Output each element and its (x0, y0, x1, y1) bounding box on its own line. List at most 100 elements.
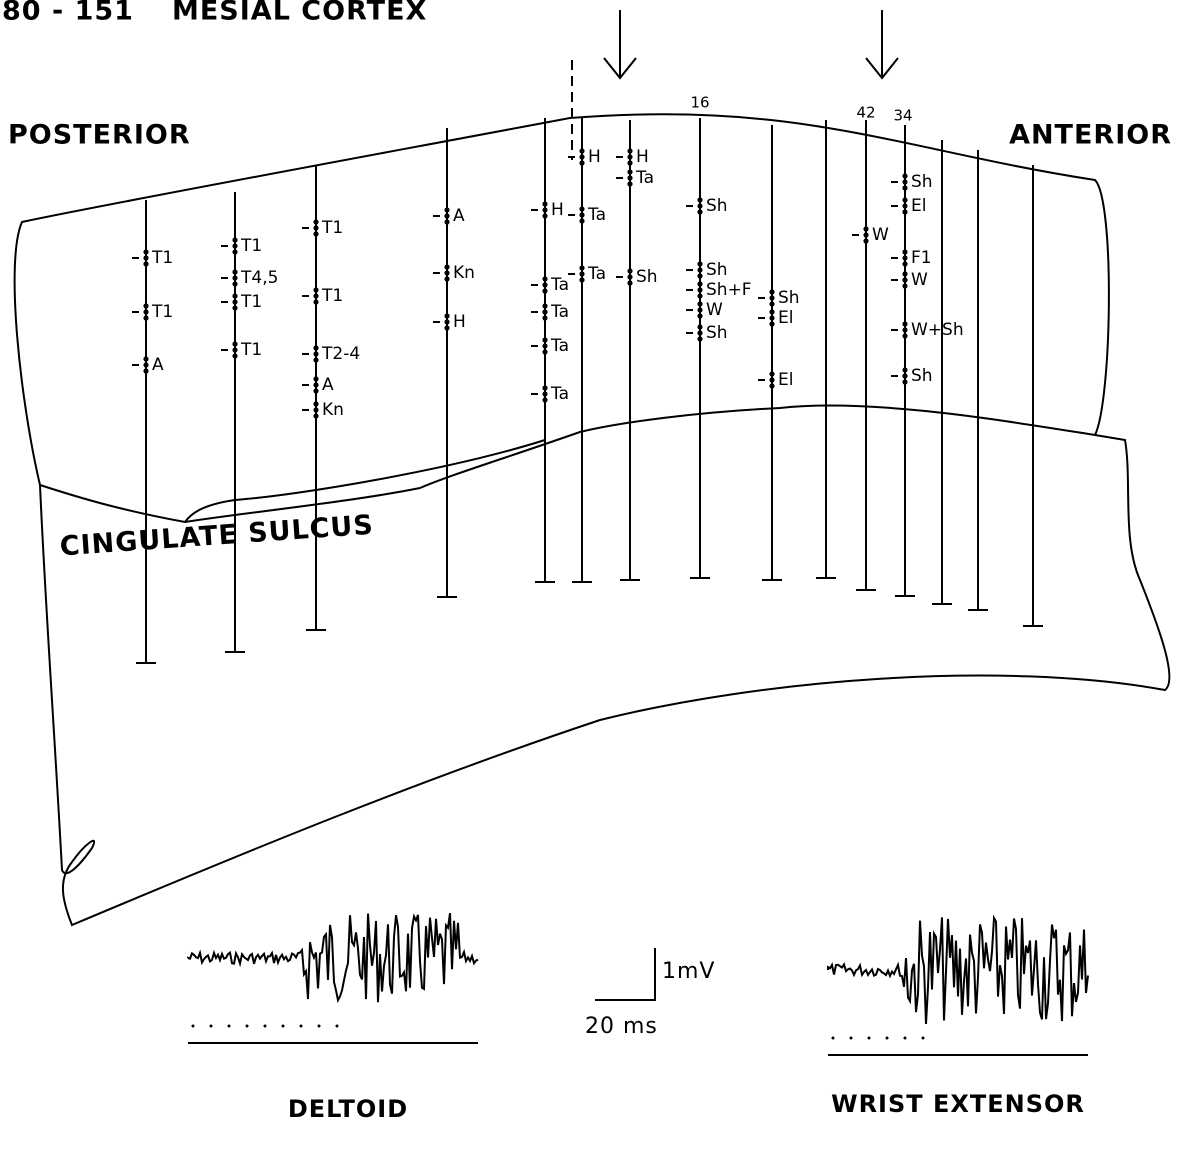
site-label: W (872, 225, 889, 245)
stim-site (444, 276, 449, 281)
lower-outline (40, 435, 1169, 925)
site-label: T1 (151, 248, 173, 268)
stim-site (902, 379, 907, 384)
stim-site (902, 185, 907, 190)
stim-site (313, 231, 318, 236)
stim-site (863, 226, 868, 231)
stim-site (769, 321, 774, 326)
stim-site (697, 313, 702, 318)
site-label: Ta (550, 275, 569, 295)
site-label: T1 (321, 218, 343, 238)
site-label: Ta (635, 168, 654, 188)
stim-site (313, 351, 318, 356)
stim-site (313, 388, 318, 393)
stim-site (769, 371, 774, 376)
stim-site (902, 203, 907, 208)
stim-site (542, 288, 547, 293)
posterior-label: POSTERIOR (8, 120, 191, 151)
stim-site (902, 197, 907, 202)
stim-site (232, 243, 237, 248)
track-number: 34 (893, 107, 912, 125)
stim-site (902, 249, 907, 254)
site-label: T4,5 (240, 268, 278, 288)
stim-site (579, 212, 584, 217)
stim-site (902, 321, 907, 326)
site-label: Sh (911, 366, 933, 386)
stim-site (313, 413, 318, 418)
stim-site (697, 203, 702, 208)
time-dot (850, 1037, 853, 1040)
stim-site (232, 353, 237, 358)
time-dot (886, 1037, 889, 1040)
stim-site (697, 307, 702, 312)
stim-site (697, 273, 702, 278)
stim-site (444, 219, 449, 224)
stim-site (143, 315, 148, 320)
stim-site (579, 160, 584, 165)
time-dot (922, 1037, 925, 1040)
stim-site (542, 303, 547, 308)
stim-site (444, 207, 449, 212)
stim-site (232, 299, 237, 304)
stim-site (902, 271, 907, 276)
site-label: H (636, 147, 649, 167)
site-label: Ta (587, 205, 606, 225)
site-label: H (551, 200, 564, 220)
site-label: Kn (322, 400, 344, 420)
site-label: W+Sh (911, 320, 964, 340)
stim-site (542, 276, 547, 281)
stim-site (313, 401, 318, 406)
stim-site (143, 249, 148, 254)
stim-site (542, 343, 547, 348)
stim-site (627, 154, 632, 159)
stim-site (579, 148, 584, 153)
stim-site (313, 225, 318, 230)
stim-site (902, 255, 907, 260)
stim-site (542, 349, 547, 354)
site-label: El (778, 370, 793, 390)
time-dot (318, 1025, 321, 1028)
stim-site (232, 347, 237, 352)
arrow (866, 10, 898, 78)
stim-site (143, 356, 148, 361)
site-label: Sh+F (706, 280, 752, 300)
stim-site (579, 206, 584, 211)
stim-site (902, 283, 907, 288)
stim-site (769, 377, 774, 382)
anterior-label: ANTERIOR (1009, 120, 1172, 151)
stim-site (143, 303, 148, 308)
stim-site (313, 376, 318, 381)
stim-site (143, 261, 148, 266)
stim-site (232, 281, 237, 286)
stim-site (232, 275, 237, 280)
stim-site (697, 209, 702, 214)
stim-site (542, 315, 547, 320)
site-label: Sh (706, 260, 728, 280)
stim-site (313, 345, 318, 350)
stim-site (313, 287, 318, 292)
time-dot (210, 1025, 213, 1028)
stim-site (627, 160, 632, 165)
stim-site (232, 249, 237, 254)
stim-site (627, 169, 632, 174)
track-number: 42 (856, 104, 875, 122)
site-label: Kn (453, 263, 475, 283)
stim-site (579, 277, 584, 282)
stim-site (542, 385, 547, 390)
site-label: Sh (911, 172, 933, 192)
time-dot (264, 1025, 267, 1028)
track-number: 16 (690, 94, 709, 112)
site-label: Ta (550, 336, 569, 356)
stim-site (542, 201, 547, 206)
trace-label: DELTOID (288, 1095, 408, 1123)
stim-site (902, 367, 907, 372)
site-label: Sh (636, 267, 658, 287)
stim-site (697, 267, 702, 272)
stim-site (579, 271, 584, 276)
site-label: A (453, 206, 465, 226)
stim-site (627, 148, 632, 153)
stim-site (769, 315, 774, 320)
site-label: T2-4 (321, 344, 360, 364)
stim-site (697, 287, 702, 292)
time-dot (282, 1025, 285, 1028)
